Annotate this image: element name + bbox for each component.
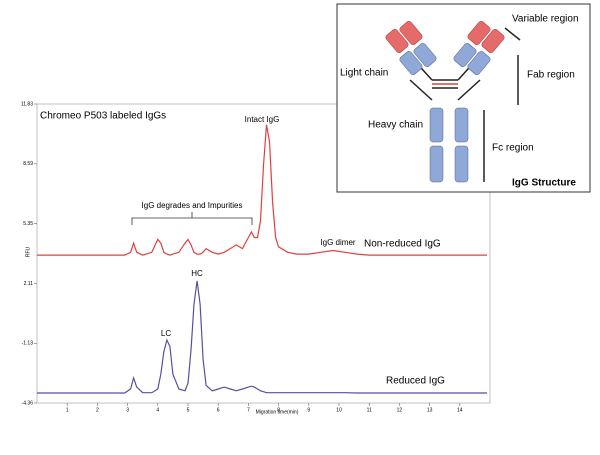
x-tick-label: 8 — [277, 407, 280, 413]
inset-label: Variable region — [512, 14, 579, 25]
y-tick-label: 8.59 — [23, 161, 33, 167]
y-tick-label: 11.83 — [21, 101, 33, 107]
plot-frame — [36, 103, 491, 404]
x-tick-label: 6 — [217, 407, 220, 413]
inset-label: Light chain — [340, 68, 388, 79]
bracket — [131, 212, 253, 225]
annotation: IgG degrades and Impurities — [142, 201, 243, 210]
series-line — [37, 280, 487, 394]
x-tick-label: 11 — [367, 407, 372, 413]
inset-title: IgG Structure — [512, 178, 576, 189]
series-label: Reduced IgG — [386, 376, 445, 387]
x-tick-label: 2 — [96, 407, 99, 413]
y-axis-label: RFU — [25, 246, 31, 257]
annotation: LC — [161, 329, 171, 338]
x-tick-label: 3 — [126, 407, 129, 413]
inset: Variable region Light chain Fab region H… — [336, 3, 591, 193]
constant-domains — [399, 43, 491, 183]
x-axis-label: Migration time(min) — [256, 409, 299, 415]
x-tick-label: 10 — [336, 407, 342, 413]
x-tick-label: 4 — [156, 407, 159, 413]
y-tick-label: 2.11 — [24, 281, 34, 287]
annotation: IgG dimer — [320, 238, 355, 247]
x-tick-label: 5 — [187, 407, 190, 413]
chart-title: Chromeo P503 labeled IgGs — [40, 111, 166, 122]
y-tick-label: -1.13 — [22, 341, 34, 347]
x-tick-label: 14 — [457, 407, 463, 413]
series-line — [37, 124, 487, 256]
x-tick-label: 1 — [66, 407, 69, 413]
inset-label: Fab region — [527, 70, 575, 81]
x-tick-label: 9 — [307, 407, 310, 413]
x-tick-label: 13 — [427, 407, 433, 413]
hinge — [409, 27, 521, 182]
variable-domains — [385, 21, 505, 53]
x-tick-label: 7 — [247, 407, 250, 413]
y-tick-label: -4.36 — [22, 400, 34, 406]
annotation: Intact IgG — [245, 115, 280, 124]
y-tick-label: 5.35 — [23, 221, 33, 227]
series-label: Non-reduced IgG — [364, 239, 441, 250]
inset-label: Heavy chain — [368, 120, 423, 131]
annotation: HC — [191, 269, 203, 278]
inset-label: Fc region — [492, 143, 534, 154]
x-tick-label: 12 — [397, 407, 403, 413]
